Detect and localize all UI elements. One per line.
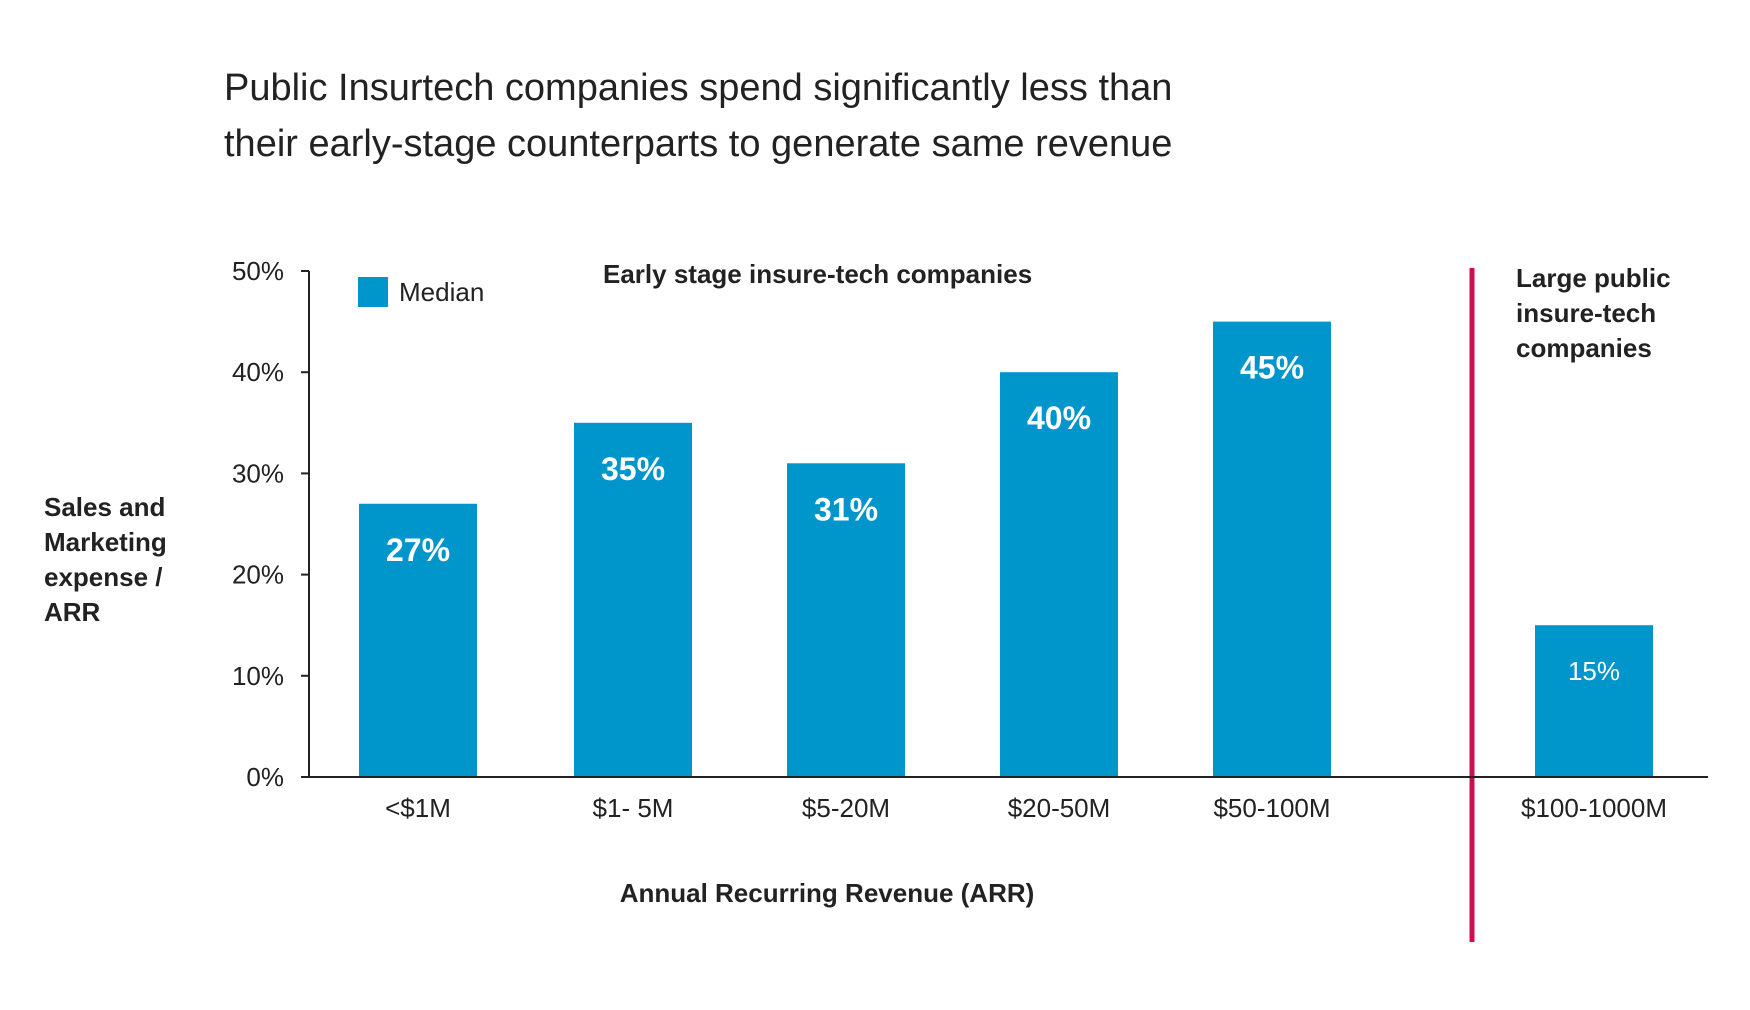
y-tick-label: 0% [246,762,284,792]
y-axis-label-line: ARR [44,597,101,627]
y-tick-label: 40% [232,357,284,387]
group-label-line: companies [1516,333,1652,363]
x-tick-label: $5-20M [802,793,890,823]
legend-label: Median [399,277,484,307]
chart-title-line-2: their early-stage counterparts to genera… [224,123,1172,165]
x-tick-label: $100-1000M [1521,793,1667,823]
legend-swatch [358,277,388,307]
x-tick-label: <$1M [385,793,451,823]
bar [787,463,905,777]
y-axis: 0% 10% 20% 30% 40% 50% [232,256,309,792]
group-label-early-stage: Early stage insure-tech companies [603,259,1032,289]
y-tick-label: 10% [232,661,284,691]
x-tick-label: $1- 5M [593,793,674,823]
y-axis-label-line: expense / [44,562,163,592]
bar-value-label: 15% [1568,656,1620,686]
y-axis-label: Sales and Marketing expense / ARR [44,492,167,627]
x-tick-label: $50-100M [1213,793,1330,823]
bar-value-label: 35% [601,451,665,487]
bar [359,503,477,777]
y-tick-label: 30% [232,458,284,488]
bar [1000,372,1118,777]
y-axis-label-line: Marketing [44,527,167,557]
x-axis-label: Annual Recurring Revenue (ARR) [620,878,1035,908]
bar-value-label: 45% [1240,350,1304,386]
group-label-line: insure-tech [1516,298,1656,328]
x-axis: <$1M $1- 5M $5-20M $20-50M $50-100M $100-1000… [385,793,1667,823]
bar-value-label: 40% [1027,400,1091,436]
group-label-line: Large public [1516,263,1671,293]
bar-value-label: 31% [814,491,878,527]
y-tick-label: 50% [232,256,284,286]
bar [1213,321,1331,777]
y-tick-label: 20% [232,560,284,590]
chart-title-line-1: Public Insurtech companies spend signifi… [224,67,1172,109]
bar [574,422,692,777]
bar [1535,625,1653,777]
group-label-large-public: Large public insure-tech companies [1516,263,1671,363]
bars: 27% 35% 31% 40% 45% 15% [359,321,1653,777]
x-tick-label: $20-50M [1008,793,1111,823]
y-axis-label-line: Sales and [44,492,165,522]
bar-value-label: 27% [386,532,450,568]
